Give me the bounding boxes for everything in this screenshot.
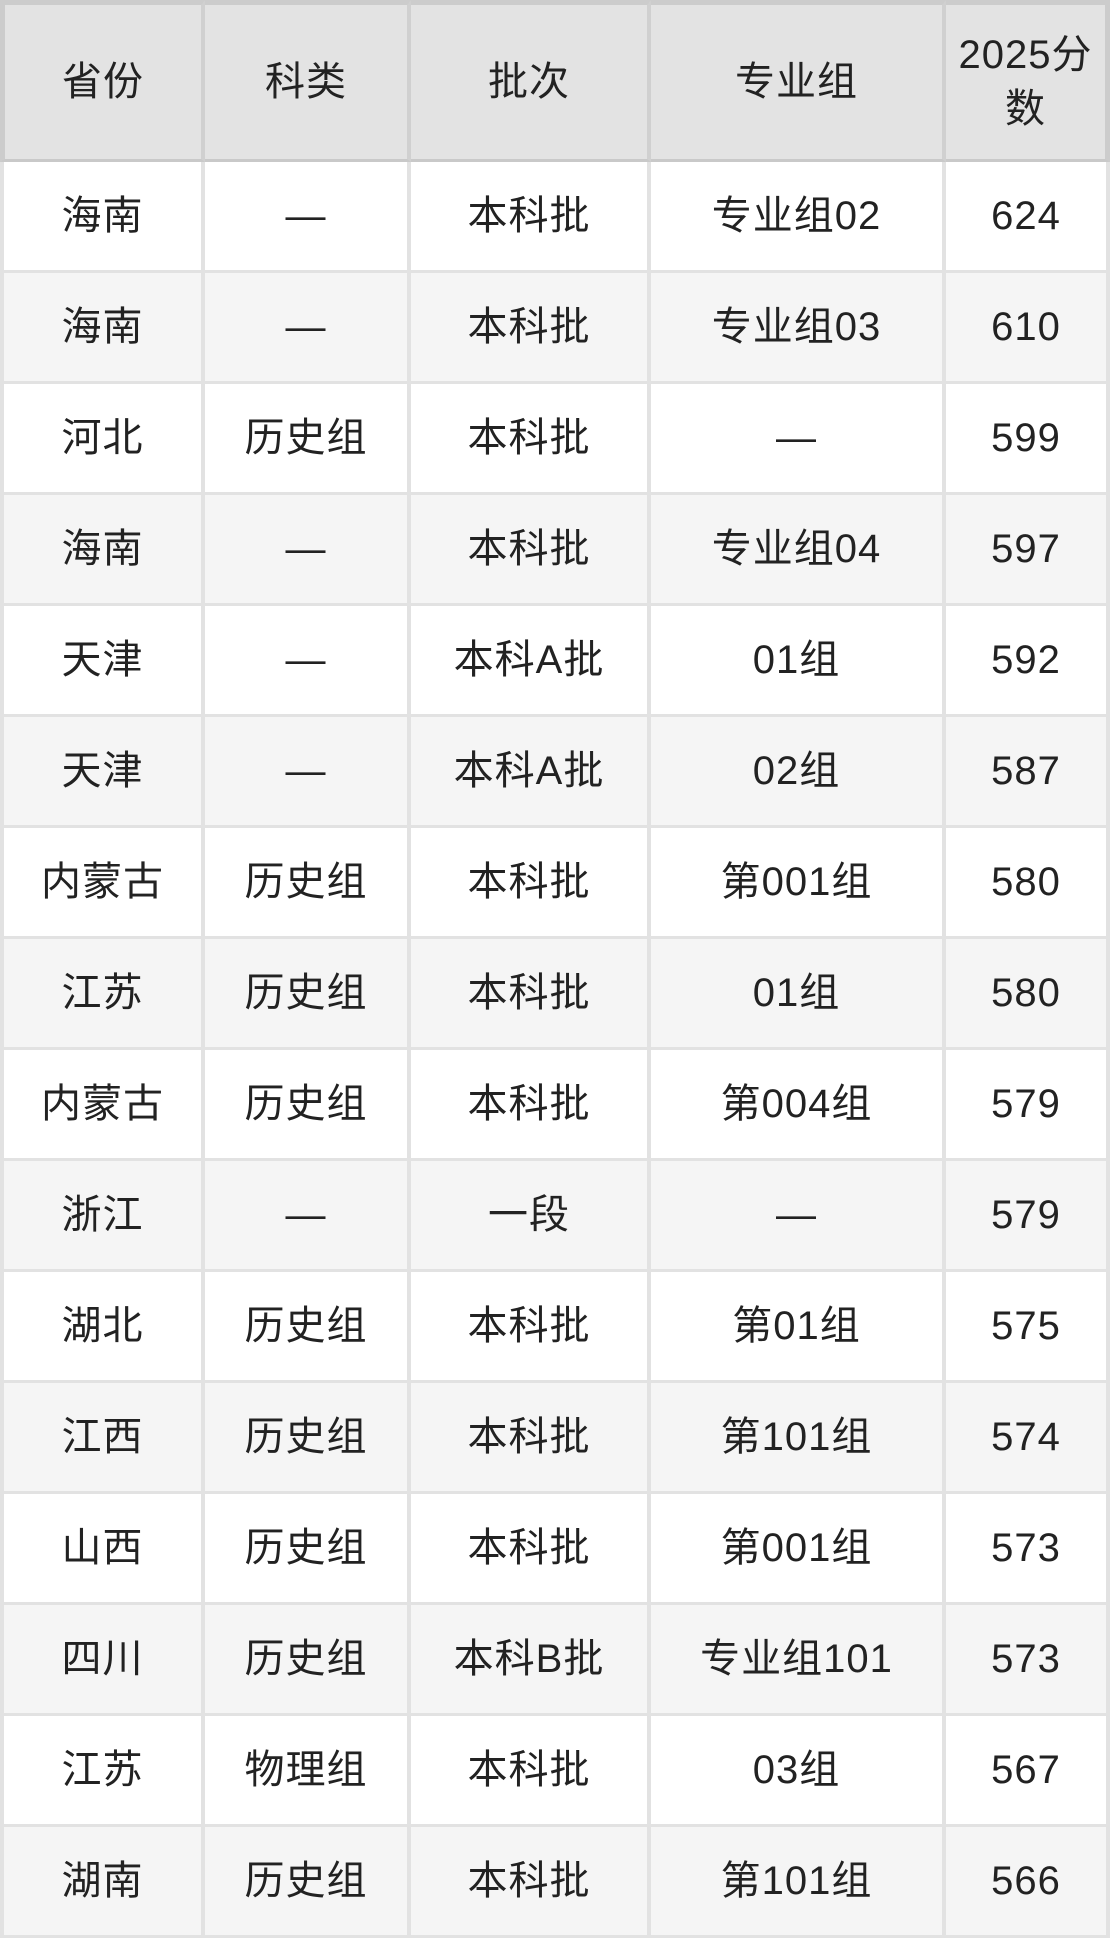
cell-group: 01组	[651, 606, 946, 717]
cell-score: 575	[946, 1272, 1110, 1383]
cell-group: 专业组03	[651, 273, 946, 384]
cell-category: 历史组	[205, 939, 411, 1050]
cell-group: 03组	[651, 1716, 946, 1827]
cell-group: 第001组	[651, 828, 946, 939]
column-header-group: 专业组	[651, 0, 946, 162]
cell-province: 海南	[0, 273, 205, 384]
cell-province: 湖北	[0, 1272, 205, 1383]
cell-score: 566	[946, 1827, 1110, 1938]
cell-category: 物理组	[205, 1716, 411, 1827]
cell-group: 第01组	[651, 1272, 946, 1383]
column-header-batch: 批次	[411, 0, 651, 162]
cell-province: 海南	[0, 162, 205, 273]
cell-category: 历史组	[205, 384, 411, 495]
cell-province: 浙江	[0, 1161, 205, 1272]
cell-score: 579	[946, 1161, 1110, 1272]
cell-batch: 本科A批	[411, 717, 651, 828]
cell-score: 597	[946, 495, 1110, 606]
cell-province: 江西	[0, 1383, 205, 1494]
cell-score: 579	[946, 1050, 1110, 1161]
cell-category: —	[205, 717, 411, 828]
cell-group: 第101组	[651, 1827, 946, 1938]
cell-category: 历史组	[205, 1827, 411, 1938]
cell-category: 历史组	[205, 1050, 411, 1161]
cell-batch: 本科批	[411, 828, 651, 939]
cell-category: 历史组	[205, 1605, 411, 1716]
cell-group: 第004组	[651, 1050, 946, 1161]
cell-score: 567	[946, 1716, 1110, 1827]
cell-province: 内蒙古	[0, 828, 205, 939]
cell-batch: 本科批	[411, 1494, 651, 1605]
column-header-category: 科类	[205, 0, 411, 162]
cell-group: 第101组	[651, 1383, 946, 1494]
cell-province: 四川	[0, 1605, 205, 1716]
cell-category: —	[205, 495, 411, 606]
cell-batch: 本科批	[411, 273, 651, 384]
cell-category: —	[205, 606, 411, 717]
cell-category: 历史组	[205, 828, 411, 939]
cell-province: 天津	[0, 717, 205, 828]
cell-score: 573	[946, 1605, 1110, 1716]
column-header-province: 省份	[0, 0, 205, 162]
cell-batch: 本科批	[411, 495, 651, 606]
cell-group: 专业组02	[651, 162, 946, 273]
cell-batch: 本科批	[411, 384, 651, 495]
cell-score: 573	[946, 1494, 1110, 1605]
cell-score: 599	[946, 384, 1110, 495]
cell-batch: 本科批	[411, 939, 651, 1050]
cell-province: 江苏	[0, 939, 205, 1050]
cell-group: —	[651, 1161, 946, 1272]
cell-batch: 本科批	[411, 1272, 651, 1383]
cell-score: 580	[946, 828, 1110, 939]
cell-group: —	[651, 384, 946, 495]
cell-province: 山西	[0, 1494, 205, 1605]
cell-category: 历史组	[205, 1272, 411, 1383]
cell-score: 610	[946, 273, 1110, 384]
column-header-score: 2025分数	[946, 0, 1110, 162]
cell-score: 587	[946, 717, 1110, 828]
cell-group: 专业组04	[651, 495, 946, 606]
cell-category: —	[205, 273, 411, 384]
cell-score: 624	[946, 162, 1110, 273]
cell-batch: 一段	[411, 1161, 651, 1272]
cell-group: 01组	[651, 939, 946, 1050]
cell-score: 574	[946, 1383, 1110, 1494]
cell-batch: 本科批	[411, 1716, 651, 1827]
cell-group: 专业组101	[651, 1605, 946, 1716]
cell-batch: 本科A批	[411, 606, 651, 717]
cell-category: —	[205, 162, 411, 273]
cell-batch: 本科批	[411, 1383, 651, 1494]
cell-category: —	[205, 1161, 411, 1272]
cell-batch: 本科批	[411, 1827, 651, 1938]
cell-province: 江苏	[0, 1716, 205, 1827]
cell-score: 580	[946, 939, 1110, 1050]
cell-batch: 本科批	[411, 162, 651, 273]
cell-group: 第001组	[651, 1494, 946, 1605]
cell-score: 592	[946, 606, 1110, 717]
cell-batch: 本科B批	[411, 1605, 651, 1716]
cell-batch: 本科批	[411, 1050, 651, 1161]
cell-province: 内蒙古	[0, 1050, 205, 1161]
cell-category: 历史组	[205, 1494, 411, 1605]
cell-province: 海南	[0, 495, 205, 606]
cell-group: 02组	[651, 717, 946, 828]
cell-province: 湖南	[0, 1827, 205, 1938]
cell-category: 历史组	[205, 1383, 411, 1494]
cell-province: 天津	[0, 606, 205, 717]
cell-province: 河北	[0, 384, 205, 495]
